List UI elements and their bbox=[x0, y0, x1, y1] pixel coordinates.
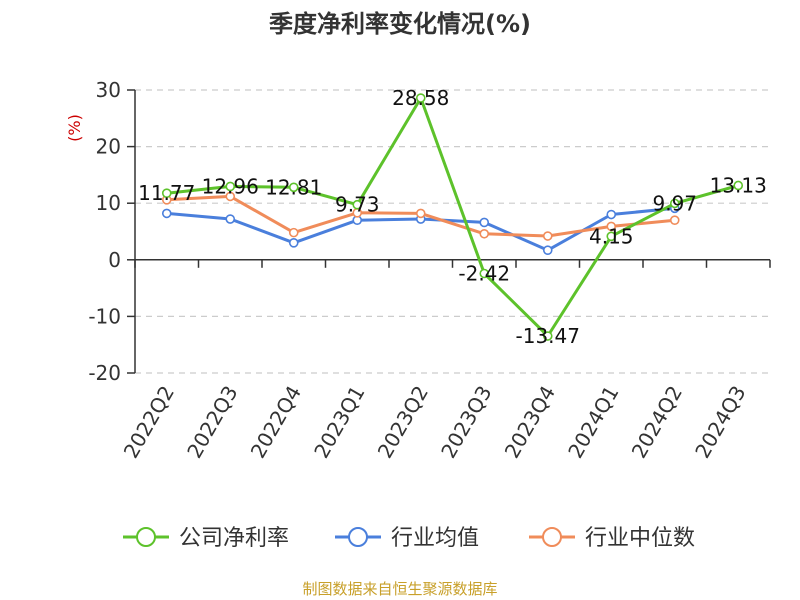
legend-label: 行业均值 bbox=[391, 526, 479, 551]
legend-label: 公司净利率 bbox=[179, 526, 289, 551]
data-point bbox=[479, 228, 490, 239]
data-point bbox=[669, 198, 680, 209]
x-tick-label: 2024Q1 bbox=[563, 382, 623, 463]
data-point bbox=[415, 208, 426, 219]
data-point bbox=[288, 238, 299, 248]
chart-title: 季度净利率变化情况(%) bbox=[269, 10, 531, 38]
y-tick-label: 10 bbox=[96, 191, 121, 215]
y-tick-label: 0 bbox=[108, 248, 121, 272]
data-label: 4.15 bbox=[589, 224, 634, 248]
data-labels: 11.77 12.96 12.81 9.73 28.58 -2.42 -13.47 4.15 9… bbox=[138, 86, 767, 348]
data-point bbox=[606, 209, 617, 220]
data-point bbox=[542, 245, 553, 255]
x-tick-label: 2022Q3 bbox=[182, 382, 242, 463]
data-point bbox=[225, 191, 236, 202]
data-point bbox=[479, 217, 490, 228]
data-point bbox=[161, 208, 172, 219]
grid-lines bbox=[135, 89, 770, 374]
data-label: -13.47 bbox=[516, 324, 580, 348]
y-tick-label: 20 bbox=[96, 135, 121, 159]
x-tick-label: 2023Q2 bbox=[373, 382, 433, 463]
data-point bbox=[225, 181, 236, 192]
series-lines bbox=[161, 93, 744, 341]
data-point bbox=[415, 93, 426, 103]
x-tick-label: 2022Q4 bbox=[246, 382, 306, 463]
x-tick-label: 2024Q3 bbox=[690, 382, 750, 463]
series-line bbox=[166, 96, 739, 338]
x-tick-label: 2024Q2 bbox=[627, 382, 687, 463]
data-point bbox=[225, 214, 236, 224]
data-label: 9.73 bbox=[335, 193, 380, 217]
y-tick-label: 30 bbox=[96, 78, 121, 102]
data-point bbox=[606, 231, 617, 242]
data-point bbox=[733, 180, 744, 191]
data-label: 9.97 bbox=[652, 191, 697, 215]
data-point bbox=[542, 331, 553, 341]
x-tick-label: 2023Q4 bbox=[500, 382, 560, 463]
data-point bbox=[479, 268, 490, 279]
data-label: 28.58 bbox=[392, 86, 449, 110]
legend-swatch-marker bbox=[542, 527, 562, 547]
legend-swatch-marker bbox=[348, 527, 368, 547]
data-point bbox=[542, 231, 553, 241]
y-axis-label: (%) bbox=[65, 114, 84, 142]
data-label: 12.81 bbox=[265, 175, 322, 199]
legend-label: 行业中位数 bbox=[585, 526, 695, 551]
x-tick-label: 2022Q2 bbox=[119, 382, 179, 463]
data-label: 11.77 bbox=[138, 181, 195, 205]
data-label: -2.42 bbox=[458, 261, 510, 285]
data-point bbox=[606, 221, 617, 232]
data-point bbox=[288, 227, 299, 238]
data-point bbox=[161, 188, 172, 198]
data-point bbox=[352, 199, 363, 210]
data-point bbox=[669, 215, 680, 225]
data-point bbox=[288, 182, 299, 193]
y-tick-label: -10 bbox=[88, 304, 121, 328]
legend-swatch-marker bbox=[136, 527, 156, 547]
source-note: 制图数据来自恒生聚源数据库 bbox=[302, 580, 497, 598]
x-tick-label: 2023Q1 bbox=[309, 382, 369, 463]
data-label: 12.96 bbox=[202, 174, 259, 198]
y-tick-label: -20 bbox=[88, 361, 121, 385]
legend: 公司净利率 行业均值 行业中位数 bbox=[123, 526, 695, 551]
x-tick-label: 2023Q3 bbox=[436, 382, 496, 463]
data-label: 13.13 bbox=[710, 173, 767, 197]
